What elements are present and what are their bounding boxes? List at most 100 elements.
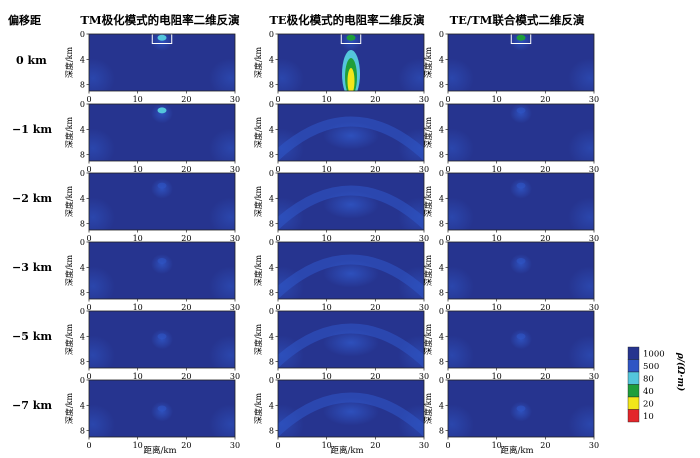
edge-halo-left bbox=[89, 404, 115, 437]
x-tick-label: 30 bbox=[230, 95, 240, 104]
y-tick-label: 4 bbox=[439, 401, 444, 410]
panel-r5-c0: 0 10 20 30 0 4 8 深度/km bbox=[64, 376, 240, 450]
model-outline-box bbox=[510, 34, 532, 44]
panel-r0-c0: 0 10 20 30 0 4 8 深度/km bbox=[64, 30, 240, 104]
x-axis-label-col2: 距离/km bbox=[330, 445, 363, 456]
edge-halo-right bbox=[209, 197, 235, 230]
y-tick-label: 0 bbox=[80, 307, 85, 316]
x-tick-label: 0 bbox=[86, 303, 91, 312]
x-tick-label: 0 bbox=[86, 165, 91, 174]
panel-r2-c2: 0 10 20 30 0 4 8 深度/km bbox=[423, 169, 599, 243]
column-title-tm: TM极化模式的电阻率二维反演 bbox=[80, 13, 240, 27]
x-tick-label: 30 bbox=[230, 441, 240, 450]
edge-halo-left bbox=[89, 128, 115, 161]
edge-halo-left bbox=[89, 58, 115, 91]
edge-halo-left bbox=[448, 266, 474, 299]
y-axis-label: 深度/km bbox=[64, 117, 74, 149]
x-tick-label: 10 bbox=[322, 234, 332, 243]
colorbar-tick-label: 40 bbox=[643, 387, 654, 397]
y-tick-label: 4 bbox=[269, 332, 274, 341]
y-tick-label: 8 bbox=[439, 427, 444, 436]
y-tick-label: 8 bbox=[269, 81, 274, 90]
edge-halo-left bbox=[278, 58, 304, 91]
panel-frame bbox=[447, 33, 595, 92]
edge-halo-right bbox=[568, 266, 594, 299]
y-tick-label: 0 bbox=[80, 100, 85, 109]
x-tick-label: 0 bbox=[275, 165, 280, 174]
y-tick-label: 4 bbox=[439, 55, 444, 64]
x-tick-label: 0 bbox=[86, 441, 91, 450]
y-tick-label: 0 bbox=[269, 376, 274, 385]
y-tick-label: 4 bbox=[80, 125, 85, 134]
edge-halo-left bbox=[448, 58, 474, 91]
panel-frame bbox=[447, 310, 595, 369]
x-tick-label: 0 bbox=[445, 441, 450, 450]
x-tick-label: 10 bbox=[133, 372, 143, 381]
y-tick-label: 8 bbox=[439, 358, 444, 367]
anomaly-halo bbox=[323, 328, 379, 357]
x-tick-label: 0 bbox=[445, 95, 450, 104]
x-tick-label: 10 bbox=[492, 234, 502, 243]
y-tick-label: 0 bbox=[269, 100, 274, 109]
anomaly-core bbox=[157, 258, 167, 264]
x-tick-label: 20 bbox=[370, 441, 380, 450]
colorbar-swatch bbox=[627, 371, 640, 385]
heatmap-panels: 0 10 20 30 0 4 8 深度/km 0 10 20 30 0 4 8 深度/km 0 10 20 30 0 4 8… bbox=[64, 30, 599, 450]
x-tick-label: 20 bbox=[370, 234, 380, 243]
x-tick-label: 20 bbox=[181, 95, 191, 104]
x-tick-label: 0 bbox=[275, 372, 280, 381]
y-tick-label: 8 bbox=[439, 220, 444, 229]
edge-halo-right bbox=[209, 128, 235, 161]
x-tick-label: 20 bbox=[181, 441, 191, 450]
edge-halo-left bbox=[448, 128, 474, 161]
colorbar-swatch bbox=[627, 396, 640, 410]
x-tick-label: 20 bbox=[370, 372, 380, 381]
y-axis-label: 深度/km bbox=[64, 255, 74, 287]
y-axis-label: 深度/km bbox=[253, 186, 263, 218]
x-tick-label: 30 bbox=[589, 303, 599, 312]
model-outline-box bbox=[340, 34, 362, 44]
edge-halo-right bbox=[568, 197, 594, 230]
x-tick-label: 30 bbox=[419, 165, 429, 174]
anomaly-core bbox=[157, 333, 167, 340]
y-axis-label: 深度/km bbox=[423, 393, 433, 425]
y-tick-label: 4 bbox=[80, 194, 85, 203]
panel-r1-c1: 0 10 20 30 0 4 8 深度/km bbox=[253, 100, 429, 174]
y-tick-label: 0 bbox=[269, 238, 274, 247]
edge-halo-right bbox=[209, 335, 235, 368]
panel-frame bbox=[88, 241, 236, 300]
panel-r1-c0: 0 10 20 30 0 4 8 深度/km bbox=[64, 100, 240, 174]
colorbar-tick-label: 500 bbox=[643, 362, 659, 372]
x-tick-label: 10 bbox=[322, 165, 332, 174]
colorbar-tick-label: 1000 bbox=[643, 349, 665, 359]
y-axis-label: 深度/km bbox=[64, 186, 74, 218]
y-tick-label: 4 bbox=[80, 401, 85, 410]
x-tick-label: 20 bbox=[540, 95, 550, 104]
anomaly-halo bbox=[323, 190, 379, 219]
x-tick-label: 30 bbox=[419, 372, 429, 381]
x-tick-label: 0 bbox=[86, 95, 91, 104]
y-axis-label: 深度/km bbox=[423, 47, 433, 79]
x-tick-label: 10 bbox=[492, 165, 502, 174]
x-tick-label: 30 bbox=[230, 372, 240, 381]
x-tick-label: 20 bbox=[181, 165, 191, 174]
y-tick-label: 0 bbox=[80, 238, 85, 247]
y-tick-label: 8 bbox=[80, 427, 85, 436]
y-tick-label: 0 bbox=[439, 100, 444, 109]
y-axis-label: 深度/km bbox=[253, 255, 263, 287]
y-tick-label: 8 bbox=[80, 81, 85, 90]
colorbar-tick-label: 80 bbox=[643, 374, 654, 384]
x-tick-label: 10 bbox=[133, 95, 143, 104]
y-axis-label: 深度/km bbox=[423, 117, 433, 149]
model-outline-box bbox=[151, 34, 173, 44]
x-tick-label: 20 bbox=[181, 303, 191, 312]
panel-frame bbox=[447, 379, 595, 438]
x-tick-label: 30 bbox=[589, 165, 599, 174]
colorbar-swatch bbox=[627, 384, 640, 398]
y-axis-label: 深度/km bbox=[253, 117, 263, 149]
column-title-joint: TE/TM联合模式二维反演 bbox=[450, 13, 585, 27]
colorbar-swatch bbox=[627, 359, 640, 373]
panel-frame bbox=[88, 310, 236, 369]
y-axis-label: 深度/km bbox=[64, 47, 74, 79]
anomaly-halo bbox=[151, 104, 173, 124]
